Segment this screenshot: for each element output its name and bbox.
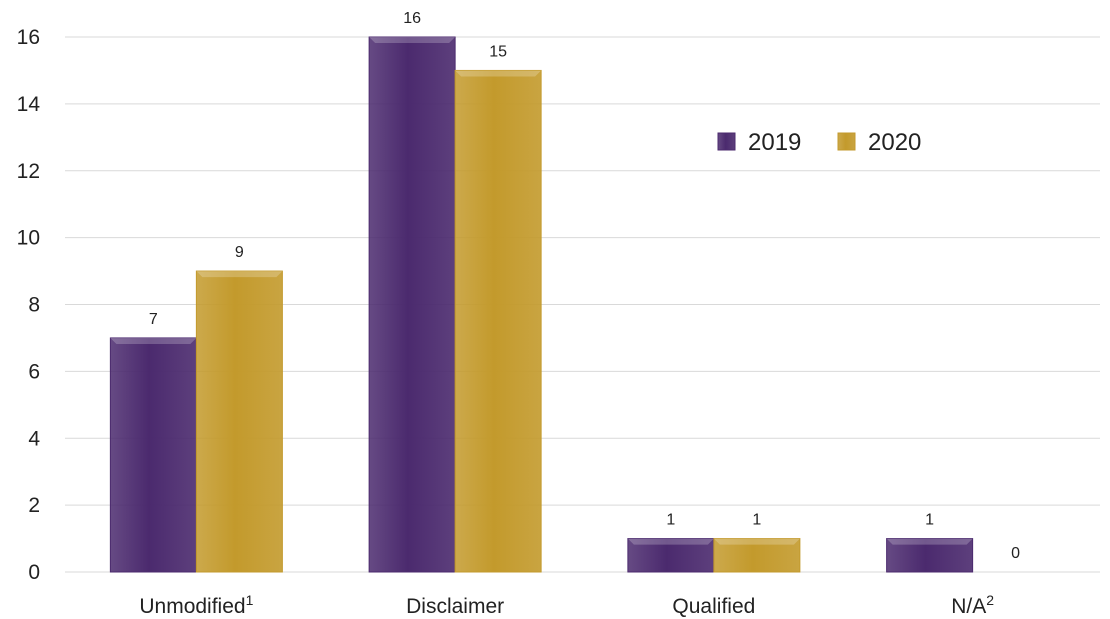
y-tick-label: 14 <box>17 93 41 116</box>
bar-2020 <box>713 538 801 573</box>
data-labels: 7 9 16 15 1 1 1 0 <box>149 10 1020 562</box>
bar-bevel <box>886 538 973 545</box>
y-axis: 0 2 4 6 8 10 12 14 16 <box>17 26 41 584</box>
legend-label: 2019 <box>748 129 801 156</box>
y-tick-label: 2 <box>28 494 40 517</box>
legend-item: 2020 <box>837 129 921 156</box>
legend-swatch <box>837 132 856 151</box>
data-label: 1 <box>925 512 934 529</box>
data-label: 0 <box>1011 545 1020 562</box>
bar-2019 <box>886 538 974 573</box>
x-category-label: Unmodified1 <box>139 592 253 618</box>
bar-2019 <box>368 36 456 573</box>
bar-2019 <box>109 337 197 573</box>
data-label: 1 <box>666 512 675 529</box>
bar-bevel <box>713 538 800 545</box>
y-tick-label: 12 <box>17 160 40 183</box>
y-tick-label: 10 <box>17 227 40 250</box>
bar-bevel <box>369 37 456 43</box>
legend-swatch <box>717 132 736 151</box>
data-label: 15 <box>489 43 507 60</box>
data-label: 16 <box>403 10 421 27</box>
bar-bevel <box>455 70 542 77</box>
y-tick-label: 0 <box>28 561 40 584</box>
y-tick-label: 6 <box>28 360 40 383</box>
x-category-label: Qualified <box>672 595 755 618</box>
bar-2020 <box>195 270 283 573</box>
data-label: 9 <box>235 244 244 261</box>
x-axis: Unmodified1 Disclaimer Qualified N/A2 <box>139 592 994 618</box>
bars <box>109 36 974 573</box>
bar-bevel <box>627 538 714 545</box>
bar-2020 <box>454 69 542 573</box>
y-tick-label: 16 <box>17 26 40 49</box>
y-tick-label: 4 <box>28 427 40 450</box>
x-category-label: Disclaimer <box>406 595 504 618</box>
x-category-label: N/A2 <box>951 592 994 618</box>
legend-item: 2019 <box>717 129 801 156</box>
legend-label: 2020 <box>868 129 921 156</box>
data-label: 1 <box>752 512 761 529</box>
bar-bevel <box>196 271 283 278</box>
data-label: 7 <box>149 311 158 328</box>
y-tick-label: 8 <box>28 294 40 317</box>
legend: 2019 2020 <box>717 129 921 156</box>
bar-bevel <box>110 337 197 344</box>
